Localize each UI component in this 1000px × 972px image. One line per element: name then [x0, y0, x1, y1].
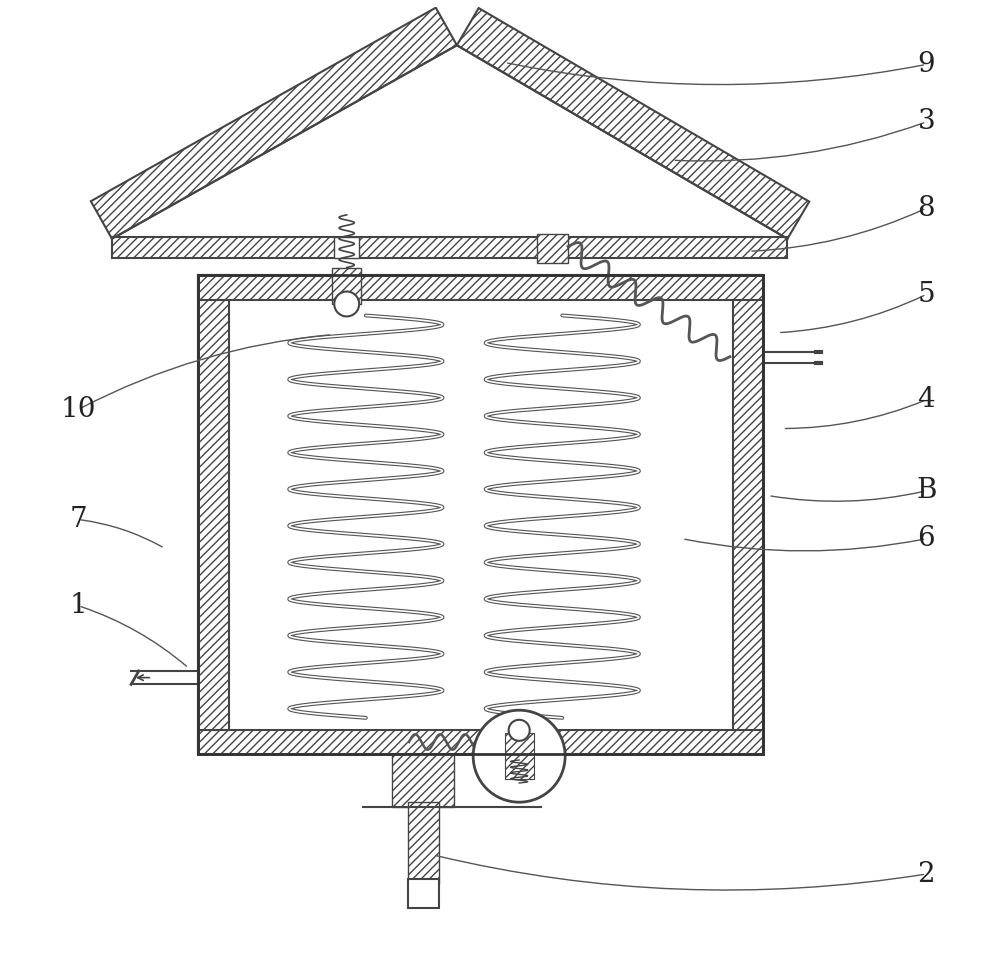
Text: 2: 2 — [918, 860, 935, 887]
Polygon shape — [112, 237, 787, 258]
Polygon shape — [229, 299, 733, 730]
Text: 8: 8 — [918, 194, 935, 222]
Polygon shape — [198, 730, 763, 754]
Polygon shape — [91, 8, 457, 239]
Text: 9: 9 — [918, 51, 935, 78]
Polygon shape — [540, 237, 565, 258]
Polygon shape — [457, 8, 809, 239]
Circle shape — [334, 292, 359, 317]
Circle shape — [473, 711, 565, 802]
Polygon shape — [332, 267, 361, 304]
Text: B: B — [916, 477, 937, 504]
Text: 10: 10 — [61, 396, 96, 423]
Polygon shape — [537, 234, 568, 262]
Polygon shape — [408, 802, 439, 884]
Text: 7: 7 — [70, 506, 87, 533]
Polygon shape — [505, 733, 534, 780]
Text: 1: 1 — [70, 592, 87, 619]
Polygon shape — [198, 275, 229, 754]
Polygon shape — [198, 275, 763, 299]
Text: 5: 5 — [918, 281, 935, 308]
Polygon shape — [334, 237, 359, 258]
Text: 6: 6 — [918, 525, 935, 552]
Polygon shape — [733, 275, 763, 754]
Polygon shape — [392, 754, 454, 807]
Polygon shape — [408, 879, 439, 908]
Text: 3: 3 — [918, 109, 935, 135]
Circle shape — [509, 720, 530, 741]
Text: 4: 4 — [918, 386, 935, 413]
